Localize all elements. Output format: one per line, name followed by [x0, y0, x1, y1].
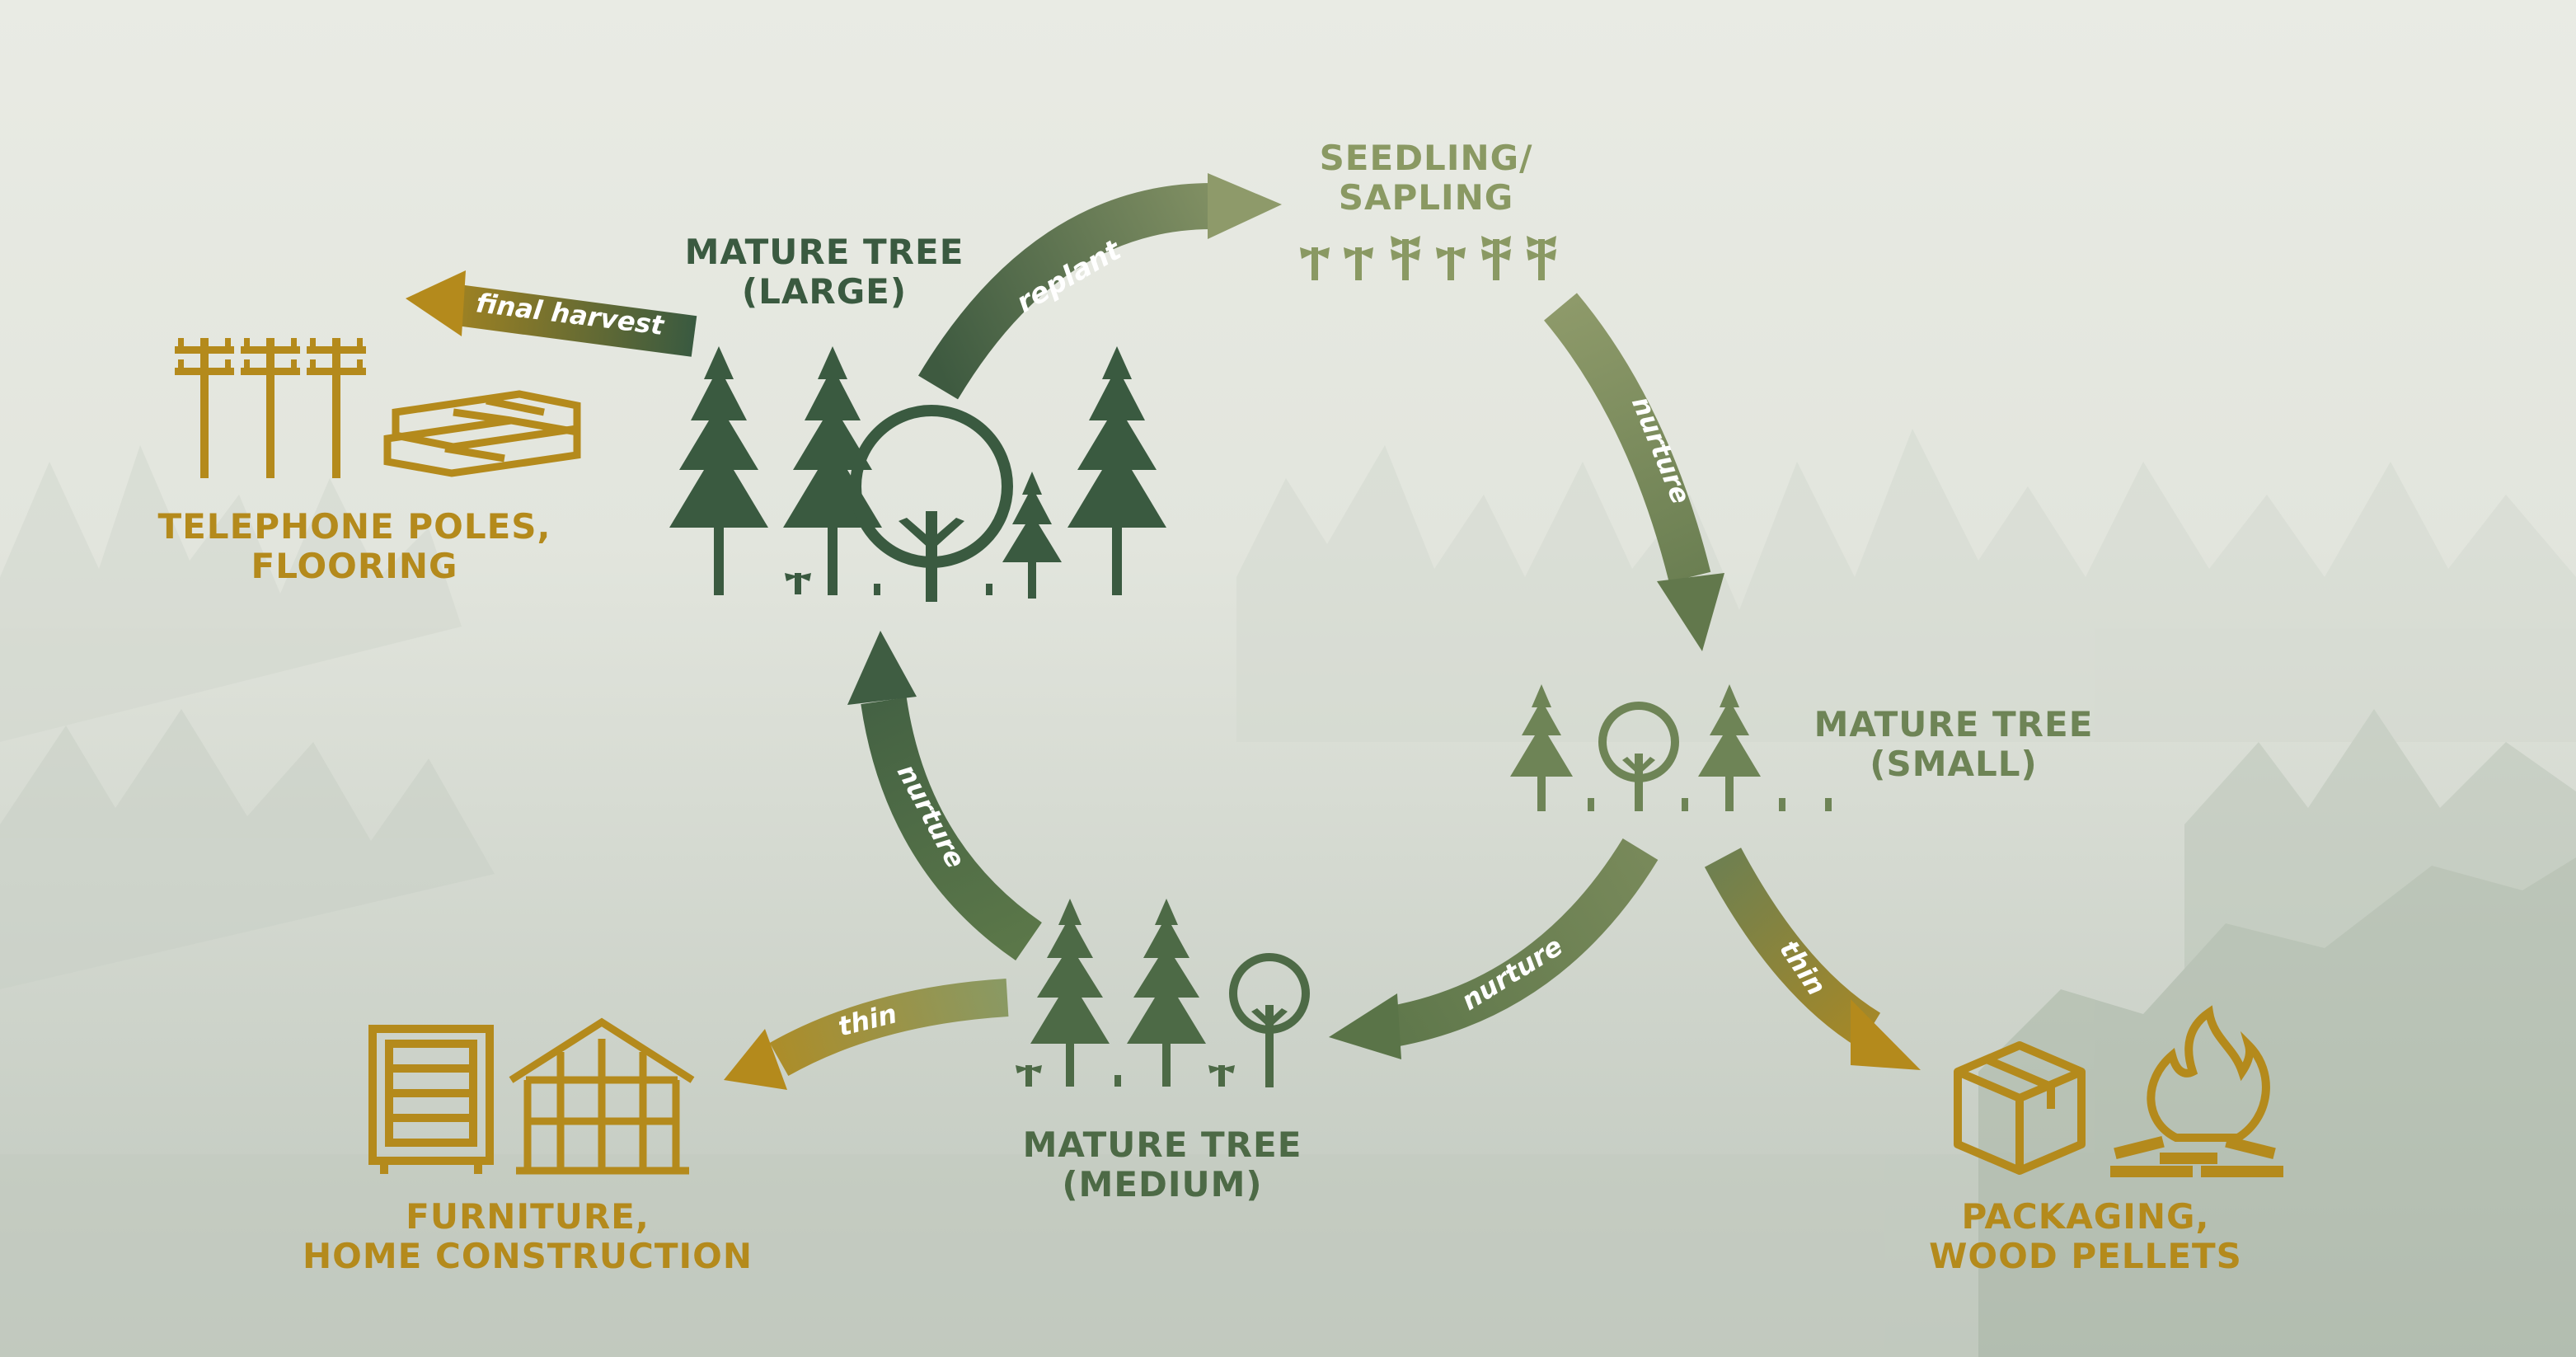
mature-tree-small-group [1510, 684, 1832, 811]
furniture-label: FURNITURE, HOME CONSTRUCTION [303, 1196, 753, 1276]
seedling-icon [1391, 236, 1420, 280]
seedling-icon [1527, 236, 1556, 280]
seedling-icon [785, 573, 811, 594]
packaging-label: PACKAGING, WOOD PELLETS [1929, 1196, 2242, 1276]
wood-planks-icon [383, 390, 581, 477]
final-harvest-arrowhead [406, 270, 466, 336]
cabinet-icon [368, 1025, 494, 1174]
deciduous-tree-icon [850, 405, 1013, 602]
conifer-tree-icon [1067, 346, 1166, 595]
replant-arrowhead [1208, 173, 1282, 239]
conifer-tree-icon [1030, 899, 1110, 1087]
nurture-arrowhead-2 [1329, 993, 1401, 1059]
deciduous-tree-icon [1598, 702, 1679, 811]
box-icon [1954, 1041, 2086, 1175]
final-harvest-arrow [454, 284, 697, 357]
forest-silhouette [0, 429, 2576, 1357]
telephone-poles-group [175, 338, 366, 478]
telephone-poles-label: TELEPHONE POLES, FLOORING [157, 506, 551, 586]
seedling-icon [1436, 247, 1466, 280]
thin-arrowhead-1 [1851, 999, 1921, 1070]
thin-arrowhead-2 [724, 1029, 787, 1090]
seedling-icon [1481, 236, 1511, 280]
conifer-tree-icon [1127, 899, 1206, 1087]
thin-arrow-2 [769, 979, 1009, 1077]
mature-tree-large-group [669, 346, 1166, 602]
fire-icon [2110, 1005, 2283, 1177]
nurture-arrow-2 [1389, 838, 1659, 1047]
house-frame-icon [509, 1017, 695, 1175]
replant-arrow [917, 183, 1213, 400]
conifer-tree-icon [1698, 684, 1761, 811]
telephone-pole-icon [175, 338, 234, 478]
seedling-icon [1016, 1065, 1042, 1087]
seedling-label: SEEDLING/ SAPLING [1319, 138, 1533, 218]
conifer-tree-icon [783, 346, 882, 595]
thin-arrow-1 [1704, 848, 1881, 1049]
seedling-group [1300, 236, 1556, 280]
nurture-arrow-3 [861, 697, 1043, 961]
conifer-tree-icon [669, 346, 768, 595]
telephone-pole-icon [241, 338, 300, 478]
nurture-arrowhead-1 [1657, 573, 1724, 651]
conifer-tree-icon [1510, 684, 1573, 811]
deciduous-tree-icon [1229, 953, 1310, 1087]
telephone-pole-icon [307, 338, 366, 478]
seedling-icon [1208, 1065, 1235, 1087]
seedling-icon [1300, 247, 1330, 280]
mature-tree-small-label: MATURE TREE (SMALL) [1814, 704, 2094, 784]
conifer-tree-icon [1002, 472, 1062, 599]
nurture-arrow-1 [1544, 293, 1711, 583]
mature-tree-large-label: MATURE TREE (LARGE) [684, 232, 964, 312]
mature-tree-medium-label: MATURE TREE (MEDIUM) [1022, 1125, 1302, 1204]
nurture-arrowhead-3 [847, 631, 917, 705]
mature-tree-medium-group [1016, 899, 1310, 1087]
seedling-icon [1344, 247, 1373, 280]
